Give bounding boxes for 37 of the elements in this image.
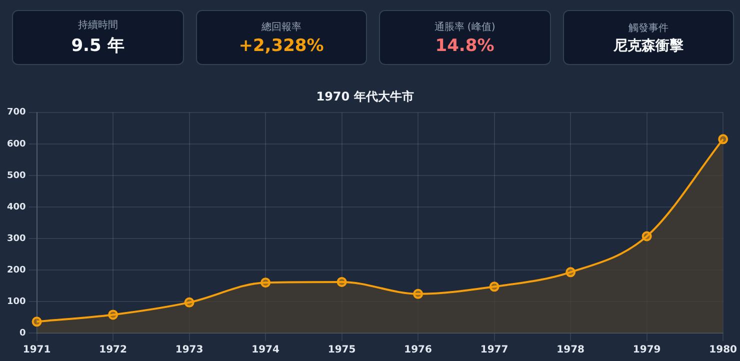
x-tick-label: 1974 (252, 344, 280, 356)
y-tick-label: 500 (6, 170, 26, 181)
x-tick-label: 1978 (556, 344, 585, 356)
point (336, 276, 347, 287)
x-tick-label: 1975 (328, 344, 356, 356)
point (108, 310, 118, 320)
x-tick-label: 1977 (480, 344, 508, 356)
text: 通脹率 (峰值) (434, 20, 496, 34)
text: 持續時間 (78, 18, 118, 32)
point (413, 288, 424, 299)
text: 9.5 年 (71, 35, 124, 57)
text: 尼克森衝擊 (613, 36, 684, 54)
text: 總回報率 (261, 20, 302, 34)
point (32, 316, 42, 327)
x-tick-label: 1972 (99, 344, 127, 356)
y-tick-label: 400 (6, 202, 26, 212)
y-tick-label: 0 (20, 328, 26, 338)
text: +2,328% (238, 36, 324, 56)
y-tick-label: 200 (6, 265, 26, 276)
point (566, 267, 576, 278)
x-tick-label: 1973 (175, 344, 204, 356)
point (642, 231, 652, 242)
text: 14.8% (435, 36, 494, 56)
point (718, 134, 728, 144)
x-tick-label: 1976 (404, 344, 432, 356)
y-tick-label: 300 (6, 234, 26, 244)
x-tick-label: 1979 (632, 344, 661, 356)
y-tick-label: 700 (6, 108, 26, 118)
point (489, 282, 500, 292)
y-tick-label: 600 (6, 139, 26, 150)
chart-title: 1970 年代大牛市 (316, 89, 414, 104)
point (260, 278, 271, 288)
y-tick-label: 100 (6, 296, 26, 307)
text: 觸發事件 (628, 22, 668, 34)
x-tick-label: 1980 (709, 344, 738, 356)
x-tick-label: 1971 (22, 344, 51, 356)
point (184, 297, 194, 308)
